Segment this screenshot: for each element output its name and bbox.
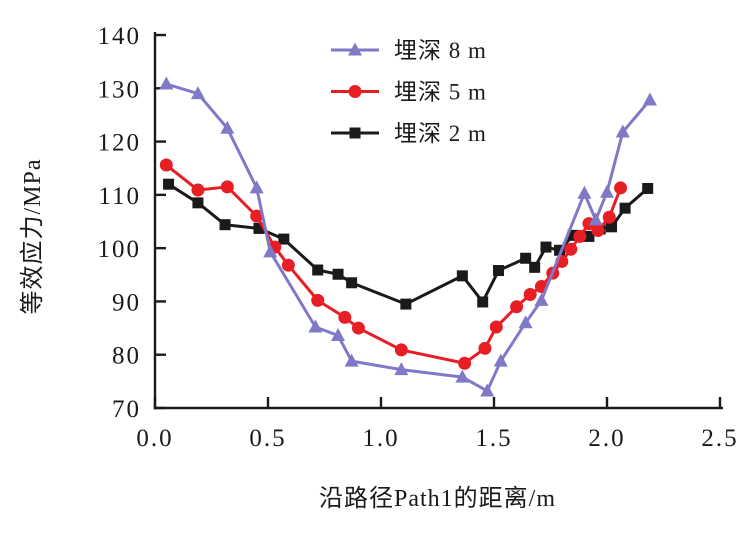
triangle-marker-icon [331,328,346,342]
circle-marker-icon [564,242,578,256]
triangle-marker-icon [642,92,657,106]
square-marker-icon [400,298,412,310]
square-marker-icon [583,230,595,242]
circle-marker-icon [573,229,587,243]
triangle-marker-icon [518,315,533,329]
x-tick-label: 0.0 [136,425,173,452]
triangle-marker-icon [263,244,278,258]
triangle-marker-icon [534,292,549,306]
circle-marker-icon [614,181,628,195]
square-marker-icon [456,270,468,282]
circle-marker-icon [250,209,264,223]
y-tick-label: 130 [98,76,142,103]
legend-item: 埋深 5 m [331,80,487,105]
circle-marker-icon [591,224,605,238]
square-marker-icon [192,197,204,209]
circle-marker-icon [191,183,205,197]
y-tick-label: 90 [112,289,141,316]
triangle-marker-icon [249,180,264,194]
square-marker-icon [219,219,231,231]
x-axis-title: 沿路径Path1的距离/m [319,485,556,512]
series-circle [159,158,628,370]
square-marker-icon [477,296,489,308]
y-tick-label: 70 [112,396,141,423]
square-marker-icon [554,244,566,256]
y-tick-label: 110 [98,183,141,210]
legend-square-marker-icon [349,127,361,139]
triangle-marker-icon [615,124,630,138]
circle-marker-icon [523,288,537,302]
y-tick-label: 80 [112,343,141,370]
triangle-marker-icon [588,212,603,226]
circle-marker-icon [351,321,365,335]
legend-label: 埋深 2 m [394,121,487,146]
triangle-marker-icon [480,383,495,397]
y-tick-label: 120 [98,130,142,157]
square-marker-icon [278,233,290,245]
x-tick-label: 0.5 [249,425,286,452]
x-tick-label: 1.5 [475,425,512,452]
triangle-marker-icon [394,362,409,376]
triangle-marker-icon [493,353,508,367]
triangle-marker-icon [220,120,235,134]
square-marker-icon [493,265,505,277]
x-tick-label: 2.0 [588,425,625,452]
y-tick-label: 100 [98,236,142,263]
legend-triangle-marker-icon [348,42,362,56]
circle-marker-icon [478,341,492,355]
x-tick-label: 2.5 [701,425,738,452]
square-marker-icon [520,252,532,264]
circle-marker-icon [458,356,472,370]
circle-marker-icon [489,320,503,334]
triangle-marker-icon [159,76,174,90]
series-line [164,163,623,365]
square-marker-icon [346,277,358,289]
legend: 埋深 8 m 埋深 5 m 埋深 2 m [331,38,487,146]
circle-marker-icon [510,300,524,314]
square-marker-icon [332,268,344,280]
triangle-marker-icon [577,185,592,199]
circle-marker-icon [281,258,295,272]
circle-marker-icon [338,310,352,324]
triangle-marker-icon [455,369,470,383]
square-marker-icon [567,229,579,241]
square-marker-icon [606,221,618,233]
legend-label: 埋深 5 m [394,80,487,105]
legend-item: 埋深 2 m [331,121,487,146]
square-marker-icon [642,182,654,194]
circle-marker-icon [220,180,234,194]
axes: 70 80 90 100 110 120 130 140 0.0 0.5 1.0 1.5 2.0 2.5 [98,23,738,452]
series-triangle [159,76,657,397]
circle-marker-icon [159,158,173,172]
square-marker-icon [253,222,265,234]
square-marker-icon [312,264,324,276]
square-marker-icon [619,202,631,214]
square-marker-icon [163,178,175,190]
legend-label: 埋深 8 m [394,38,487,63]
circle-marker-icon [394,343,408,357]
triangle-marker-icon [308,319,323,333]
legend-circle-marker-icon [348,85,362,98]
y-tick-label: 140 [98,23,142,50]
triangle-marker-icon [600,184,614,198]
triangle-marker-icon [190,86,205,100]
y-axis-title: 等效应力/MPa [19,158,46,314]
circle-marker-icon [311,293,325,307]
square-marker-icon [529,261,541,273]
triangle-marker-icon [344,353,359,367]
square-marker-icon [540,241,552,253]
circle-marker-icon [602,210,616,224]
legend-item: 埋深 8 m [331,38,487,63]
x-tick-label: 1.0 [362,425,399,452]
